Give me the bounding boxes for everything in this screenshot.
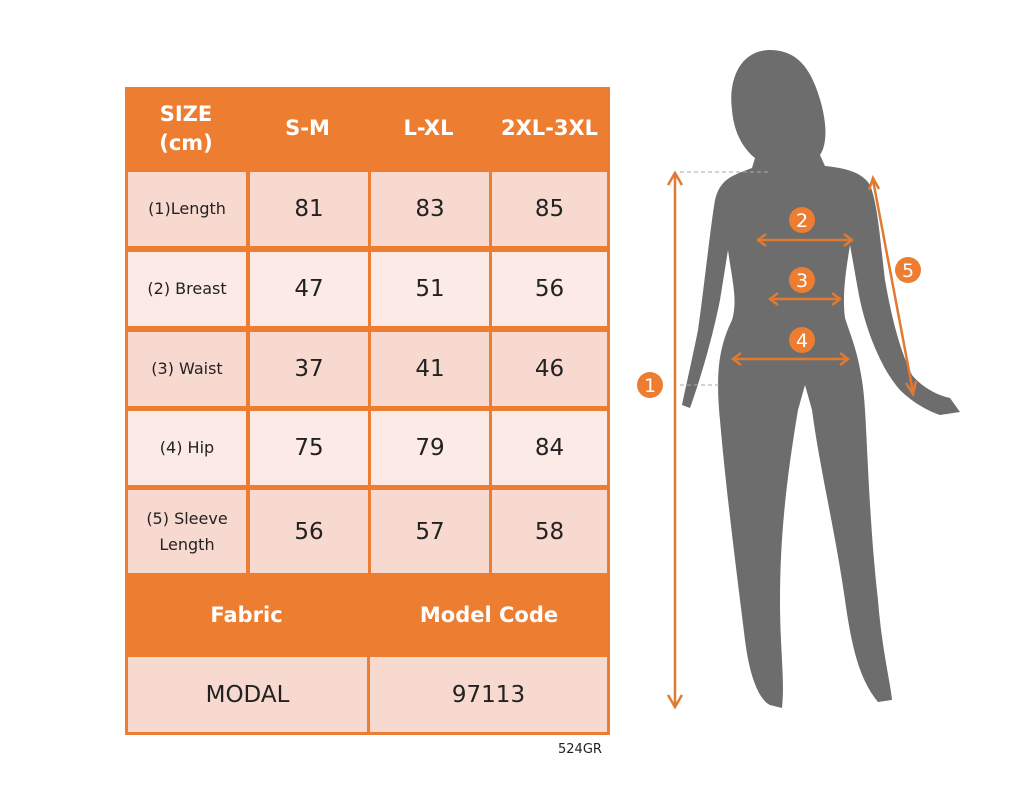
measurement-value: 41 <box>371 332 489 406</box>
measurement-value: 83 <box>371 172 489 246</box>
row-label-line: Length <box>159 534 215 554</box>
measurement-value: 46 <box>492 332 607 406</box>
marker-number: 4 <box>796 330 808 352</box>
measurement-arrows <box>666 170 918 710</box>
marker-2: 2 <box>789 207 815 233</box>
row-label: (1)Length <box>128 172 246 246</box>
size-column-header: L-XL <box>403 116 454 141</box>
marker-number: 3 <box>796 270 808 292</box>
marker-number: 2 <box>796 210 808 232</box>
measurement-value: 51 <box>371 252 489 326</box>
row-label: (5) Sleeve Length <box>128 490 246 573</box>
model-code-value: 97113 <box>370 657 607 732</box>
row-label: (4) Hip <box>128 411 246 485</box>
measurement-value: 84 <box>492 411 607 485</box>
measurement-value: 75 <box>250 411 368 485</box>
fabric-header: Fabric <box>210 602 283 627</box>
row-label: (3) Waist <box>128 332 246 406</box>
model-code-header: Model Code <box>419 602 559 627</box>
marker-4: 4 <box>789 327 815 353</box>
marker-3: 3 <box>789 267 815 293</box>
measurement-value: 58 <box>492 490 607 573</box>
measurement-value: 79 <box>371 411 489 485</box>
measurement-value: 56 <box>492 252 607 326</box>
marker-number: 5 <box>902 260 914 282</box>
size-header: SIZE (cm) <box>125 87 247 170</box>
silhouette <box>682 50 960 708</box>
marker-number: 1 <box>644 375 656 397</box>
size-column-header: S-M <box>285 116 330 141</box>
measurement-value: 81 <box>250 172 368 246</box>
size-label: SIZE <box>159 102 213 127</box>
measurement-value: 37 <box>250 332 368 406</box>
size-column-header: 2XL-3XL <box>500 116 599 141</box>
measurement-value: 47 <box>250 252 368 326</box>
marker-1: 1 <box>637 372 663 398</box>
body-silhouette-figure: 1 2 3 4 5 <box>637 50 960 710</box>
unit-label: (cm) <box>159 130 213 155</box>
size-chart-table: SIZE (cm) S-M L-XL 2XL-3XL (1)Length 81 83… <box>125 87 610 735</box>
marker-5: 5 <box>895 257 921 283</box>
measurement-value: 57 <box>371 490 489 573</box>
measurement-value: 56 <box>250 490 368 573</box>
row-label-line: (5) Sleeve <box>146 508 228 528</box>
product-code: 524GR <box>558 742 602 757</box>
fabric-value: MODAL <box>128 657 367 732</box>
row-label: (2) Breast <box>128 252 246 326</box>
measurement-value: 85 <box>492 172 607 246</box>
